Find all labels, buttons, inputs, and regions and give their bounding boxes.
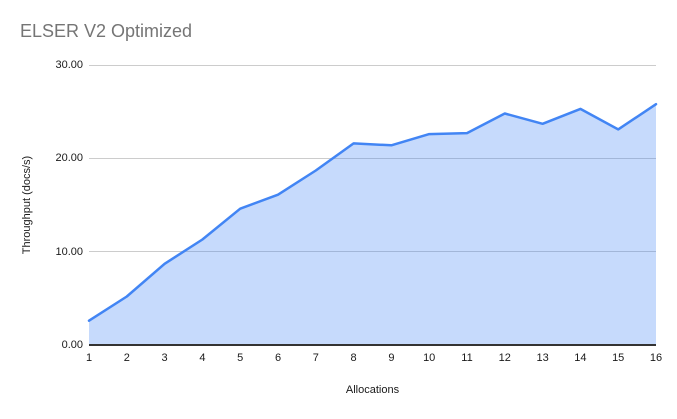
x-tick-label: 6 (274, 352, 282, 364)
x-tick-label: 14 (574, 352, 587, 364)
x-tick-label: 3 (161, 352, 168, 364)
x-tick-label: 5 (237, 352, 244, 364)
x-axis-title: Allocations (345, 384, 400, 396)
gridline (89, 64, 656, 66)
y-tick-label: 30.00 (55, 59, 83, 71)
series-line (87, 102, 658, 322)
x-tick-label: 15 (612, 352, 625, 364)
x-tick-label: 9 (388, 352, 395, 364)
x-axis-line (89, 344, 656, 346)
area-fill (89, 104, 656, 345)
x-tick-label: 7 (312, 352, 319, 364)
gridline (89, 157, 656, 159)
gridline (89, 251, 656, 253)
x-tick-label: 12 (498, 352, 511, 364)
x-tick-label: 2 (123, 352, 130, 364)
y-tick-label: 10.00 (55, 245, 83, 258)
x-tick-label: 8 (350, 352, 357, 364)
x-tick-label: 1 (85, 352, 93, 364)
y-tick-label: 0.00 (61, 339, 83, 351)
area-chart (87, 102, 658, 345)
y-tick-label: 20.00 (55, 152, 83, 165)
y-axis-title: Throughput (docs/s) (21, 155, 33, 255)
plot-area (87, 64, 658, 346)
x-tick-label: 16 (649, 352, 663, 364)
x-tick-label: 13 (536, 352, 549, 364)
x-tick-label: 4 (199, 352, 206, 364)
x-tick-label: 11 (461, 352, 473, 364)
x-tick-label: 10 (423, 352, 436, 364)
chart-title: ELSER V2 Optimized (20, 21, 193, 41)
